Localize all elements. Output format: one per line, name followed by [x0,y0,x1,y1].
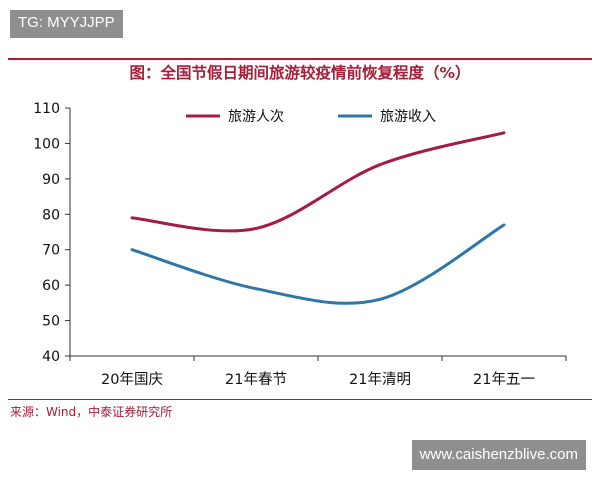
watermark-top: TG: MYYJJPP [10,10,123,38]
chart-title: 图：全国节假日期间旅游较疫情前恢复程度（%） [129,64,471,82]
x-tick-label: 21年春节 [225,371,287,388]
legend: 旅游人次 旅游收入 [186,109,436,125]
y-tick-label: 50 [42,314,60,330]
legend-label-1: 旅游人次 [228,109,284,125]
source-rule [8,399,592,400]
y-tick-label: 60 [42,278,60,294]
legend-label-2: 旅游收入 [380,109,436,125]
y-tick-label: 100 [33,136,60,152]
title-top-rule [8,58,592,60]
y-tick-label: 80 [42,207,60,223]
y-tick-label: 110 [33,101,60,117]
y-tick-label: 40 [42,349,60,365]
y-axis: 40 50 60 70 80 90 100 110 [33,101,71,365]
series-lines [130,131,506,305]
y-tick-label: 70 [42,243,60,259]
y-tick-label: 90 [42,172,60,188]
series-line-2 [130,223,506,305]
x-tick-label: 21年清明 [349,371,411,388]
series-line-1 [130,131,506,233]
x-tick-label: 20年国庆 [101,371,163,388]
source-note: 来源：Wind，中泰证券研究所 [10,405,173,419]
watermark-bottom: www.caishenzblive.com [411,440,586,470]
x-tick-label: 21年五一 [473,371,535,388]
x-axis: 20年国庆 21年春节 21年清明 21年五一 [69,355,567,388]
